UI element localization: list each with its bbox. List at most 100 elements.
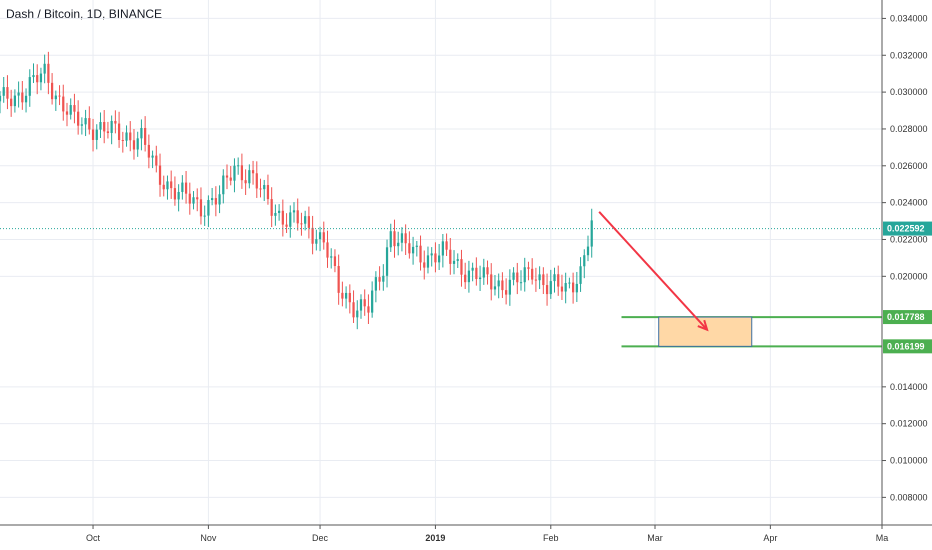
candle-body	[359, 299, 363, 311]
candle-body	[36, 75, 39, 83]
y-tick-label: 0.020000	[890, 271, 928, 281]
candle-body	[564, 283, 567, 292]
price-axis[interactable]: 0.034000 0.032000 0.030000 0.028000 0.026000…	[881, 0, 932, 525]
candle-body	[393, 231, 396, 247]
candle-body	[218, 194, 221, 205]
candle-body	[363, 299, 366, 307]
candle-body	[423, 262, 426, 268]
support-badge-label: 0.016199	[887, 341, 925, 351]
time-axis[interactable]: Oct Nov Dec 2019 Feb Mar Apr Ma	[0, 524, 932, 543]
candle-body	[445, 241, 448, 250]
candle-body	[173, 188, 177, 200]
candle-body	[523, 267, 526, 283]
candle-body	[13, 95, 17, 107]
candle-body	[10, 98, 13, 107]
candle-body	[352, 302, 355, 318]
candle-body	[132, 140, 136, 150]
candle-body	[516, 272, 519, 283]
candle-body	[28, 77, 31, 96]
candle-body	[374, 277, 377, 291]
candle-body	[356, 310, 359, 318]
candle-body	[211, 198, 214, 201]
candle-body	[478, 277, 482, 280]
candle-body	[147, 144, 150, 158]
x-tick-label: Mar	[647, 533, 663, 543]
candle-body	[121, 139, 124, 141]
candle-body	[274, 212, 277, 216]
x-tick-label: Dec	[312, 533, 329, 543]
candle-body	[95, 129, 98, 140]
candle-body	[333, 256, 337, 267]
candle-body	[155, 155, 158, 166]
candle-body	[408, 243, 411, 254]
y-tick-label: 0.032000	[890, 50, 928, 60]
candle-body	[129, 132, 132, 141]
candle-body	[170, 181, 173, 189]
candle-body	[307, 216, 311, 228]
candle-body	[248, 170, 251, 184]
candle-body	[251, 170, 255, 174]
candle-body	[385, 247, 389, 276]
price-badge-label: 0.022592	[887, 224, 925, 234]
candle-body	[527, 267, 530, 269]
candle-body	[430, 253, 433, 256]
candle-body	[512, 272, 515, 280]
candle-body	[144, 127, 147, 145]
candle-body	[426, 255, 430, 268]
candle-body	[199, 199, 203, 217]
candle-body	[65, 111, 69, 115]
candle-body	[24, 95, 28, 103]
candle-body	[419, 245, 422, 263]
candle-body	[240, 165, 244, 181]
candle-body	[382, 275, 385, 282]
candle-body	[292, 210, 296, 213]
candle-body	[583, 255, 586, 267]
candle-body	[110, 120, 113, 133]
candle-body	[244, 180, 247, 184]
candle-body	[69, 105, 72, 115]
candle-body	[255, 173, 258, 189]
candle-body	[117, 123, 121, 140]
candle-body	[181, 182, 184, 192]
candle-body	[519, 282, 523, 284]
candle-body	[136, 138, 139, 150]
candle-body	[486, 267, 489, 275]
candle-body	[259, 188, 262, 190]
down-arrow-line[interactable]	[598, 211, 708, 331]
candle-body	[17, 92, 20, 96]
candle-body	[490, 274, 493, 290]
candle-body	[441, 241, 444, 256]
candle-body	[311, 227, 314, 244]
candle-body	[438, 255, 441, 263]
candle-body	[39, 73, 43, 83]
candle-body	[538, 274, 541, 281]
arrow-head	[697, 319, 709, 332]
candle-body	[21, 92, 24, 103]
chart-title: Dash / Bitcoin, 1D, BINANCE	[6, 7, 163, 21]
x-tick-label: Oct	[86, 533, 101, 543]
x-tick-label: 2019	[425, 533, 445, 543]
candle-body	[77, 111, 80, 126]
candle-body	[508, 279, 511, 295]
candle-body	[464, 274, 467, 283]
candle-body	[531, 268, 534, 280]
candle-body	[493, 286, 497, 290]
candle-body	[6, 87, 9, 99]
candle-body	[534, 279, 538, 281]
y-tick-label: 0.012000	[890, 419, 928, 429]
candle-body	[229, 177, 232, 181]
candle-body	[389, 231, 392, 248]
candle-body	[501, 280, 504, 291]
candle-body	[99, 122, 102, 130]
candle-body	[125, 132, 128, 141]
candle-body	[54, 95, 57, 100]
candle-body	[471, 267, 474, 271]
candle-body	[80, 124, 83, 126]
candle-body	[586, 246, 590, 256]
candle-body	[452, 260, 456, 264]
overlays	[0, 211, 882, 348]
candle-body	[397, 242, 400, 247]
candle-body	[467, 270, 471, 283]
y-tick-label: 0.034000	[890, 13, 928, 23]
